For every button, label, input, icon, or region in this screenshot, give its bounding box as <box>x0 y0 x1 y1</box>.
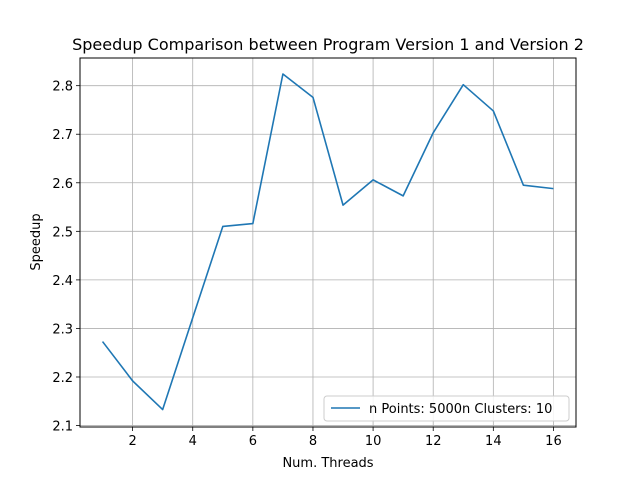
y-tick-label: 2.4 <box>52 274 73 289</box>
y-tick-label: 2.5 <box>52 225 73 240</box>
chart-title: Speedup Comparison between Program Versi… <box>72 35 584 54</box>
x-tick-label: 4 <box>189 434 197 449</box>
y-axis-ticks: 2.1 2.2 2.3 2.4 2.5 2.6 2.7 2.8 <box>52 80 80 435</box>
y-tick-label: 2.7 <box>52 128 73 143</box>
x-axis-label: Num. Threads <box>282 456 373 471</box>
x-tick-label: 14 <box>485 434 502 449</box>
y-tick-label: 2.1 <box>52 420 73 435</box>
y-tick-label: 2.3 <box>52 322 73 337</box>
x-tick-label: 8 <box>309 434 317 449</box>
plot-frame <box>79 57 577 428</box>
legend-box <box>323 395 570 422</box>
x-tick-label: 12 <box>425 434 442 449</box>
x-axis-ticks: 2 4 6 8 10 12 14 16 <box>128 427 562 449</box>
series-layer <box>101 73 554 411</box>
grid-lines <box>80 58 576 427</box>
x-tick-label: 10 <box>365 434 382 449</box>
series-line <box>101 73 554 411</box>
y-tick-label: 2.6 <box>52 177 73 192</box>
legend: n Points: 5000n Clusters: 10 <box>323 395 570 422</box>
x-tick-label: 6 <box>249 434 257 449</box>
y-tick-label: 2.2 <box>52 371 73 386</box>
y-tick-label: 2.8 <box>52 80 73 95</box>
x-tick-label: 16 <box>545 434 562 449</box>
x-tick-label: 2 <box>128 434 136 449</box>
y-axis-label: Speedup <box>29 213 44 270</box>
legend-entry-label: n Points: 5000n Clusters: 10 <box>369 402 552 417</box>
